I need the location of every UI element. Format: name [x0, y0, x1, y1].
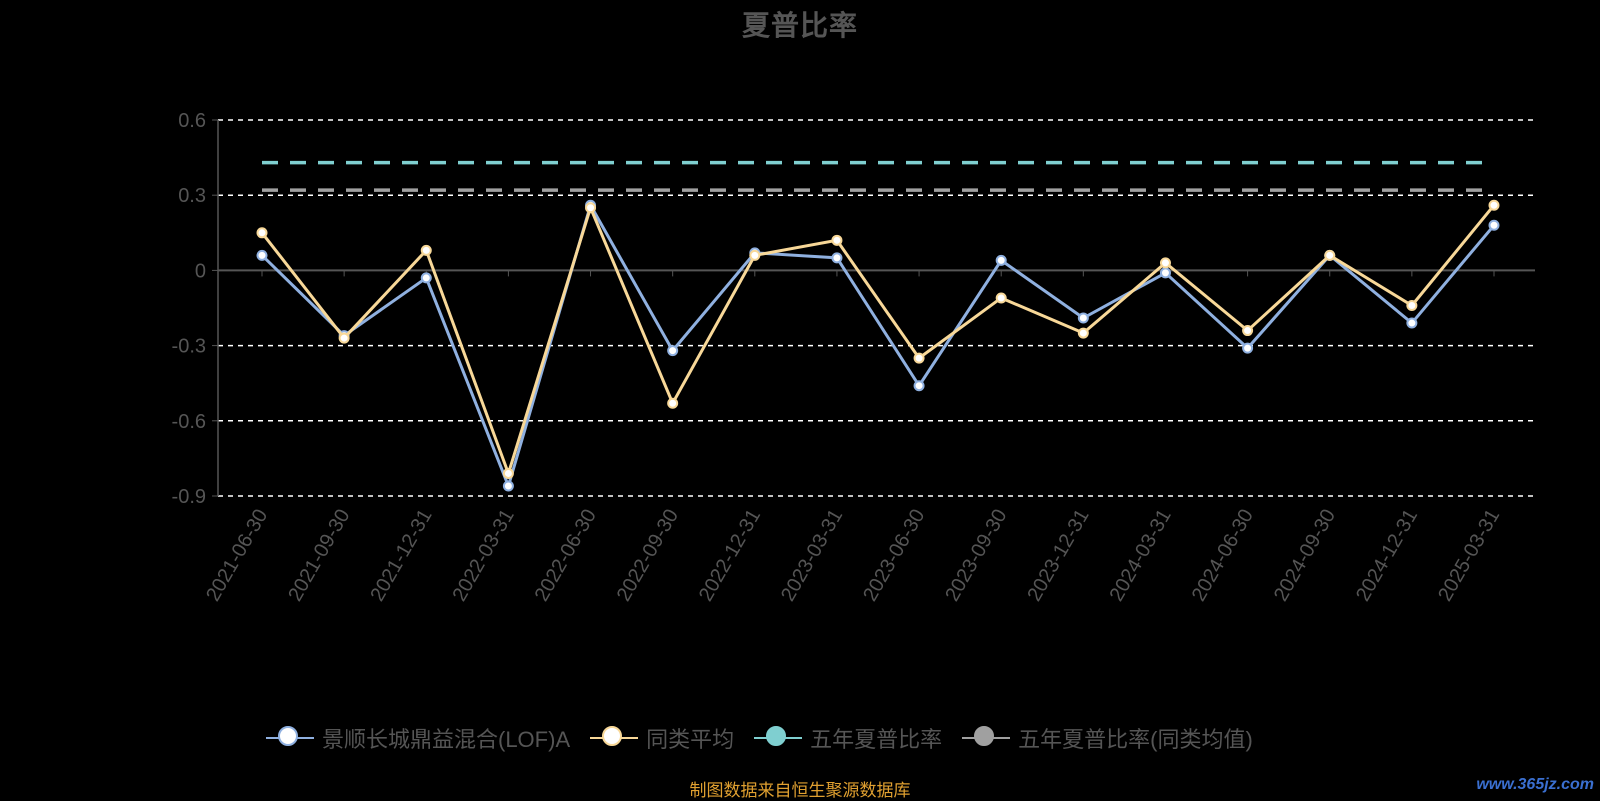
- data-point[interactable]: [1488, 219, 1500, 231]
- data-point[interactable]: [256, 249, 268, 261]
- series-line: [260, 201, 1496, 491]
- series-peer-average: [256, 199, 1500, 479]
- data-point[interactable]: [913, 352, 925, 364]
- chart-title: 夏普比率: [741, 10, 858, 41]
- x-tick-label: 2022-12-31: [695, 506, 765, 606]
- legend-marker-peer-average: [590, 726, 639, 750]
- data-point[interactable]: [1242, 342, 1254, 354]
- x-tick-label: 2021-09-30: [284, 506, 354, 606]
- legend-item-five-year-sharpe[interactable]: 五年夏普比率: [754, 722, 942, 754]
- legend-marker-five-year-sharpe-peer: [962, 726, 1011, 750]
- data-point[interactable]: [749, 249, 761, 261]
- chart-canvas: 0.6 0.3 0 -0.3 -0.6 -0.9 2021-06-30 2021-09-30…: [172, 110, 1535, 605]
- y-tick-label: -0.6: [172, 411, 206, 433]
- legend-label-five-year-sharpe-peer: 五年夏普比率(同类均值): [1018, 727, 1253, 752]
- legend-item-peer-average[interactable]: 同类平均: [590, 722, 734, 754]
- x-tick-label: 2023-12-31: [1023, 506, 1093, 606]
- data-point[interactable]: [502, 467, 514, 479]
- data-point[interactable]: [1077, 327, 1089, 339]
- data-point[interactable]: [1406, 299, 1418, 311]
- legend-marker-five-year-sharpe: [754, 726, 803, 750]
- data-point[interactable]: [1077, 312, 1089, 324]
- axis-layer: [212, 119, 1535, 497]
- data-point[interactable]: [1159, 257, 1171, 269]
- x-tick-label: 2022-03-31: [449, 506, 519, 606]
- x-tick-label: 2024-12-31: [1352, 506, 1422, 606]
- data-point[interactable]: [995, 254, 1007, 266]
- x-tick-label: 2022-09-30: [613, 506, 683, 606]
- data-point[interactable]: [1324, 249, 1336, 261]
- data-point[interactable]: [995, 292, 1007, 304]
- x-tick-label: 2023-09-30: [941, 505, 1011, 605]
- legend-marker-fund: [266, 726, 314, 750]
- data-point[interactable]: [667, 397, 679, 409]
- data-point[interactable]: [913, 380, 925, 392]
- x-tick-label: 2023-06-30: [859, 506, 929, 606]
- x-tick-label: 2021-06-30: [202, 506, 272, 606]
- data-point[interactable]: [420, 244, 432, 256]
- legend-label-peer-average: 同类平均: [646, 727, 735, 752]
- y-tick-labels: 0.6 0.3 0 -0.3 -0.6 -0.9: [172, 110, 206, 508]
- legend-item-fund[interactable]: 景顺长城鼎益混合(LOF)A: [266, 722, 570, 754]
- y-tick-label: -0.9: [172, 486, 206, 508]
- series-layer: [256, 160, 1500, 492]
- data-point[interactable]: [1488, 199, 1500, 211]
- legend-item-five-year-sharpe-peer[interactable]: 五年夏普比率(同类均值): [962, 722, 1253, 754]
- data-point[interactable]: [256, 227, 268, 239]
- y-tick-label: 0.3: [178, 185, 206, 207]
- y-tick-label: 0: [195, 260, 206, 282]
- legend-label-fund: 景顺长城鼎益混合(LOF)A: [322, 727, 571, 752]
- x-tick-label: 2024-03-31: [1106, 506, 1176, 606]
- watermark: www.365jz.com: [1476, 776, 1594, 793]
- y-tick-label: 0.6: [178, 110, 206, 132]
- data-point[interactable]: [667, 345, 679, 357]
- legend: 景顺长城鼎益混合(LOF)A 同类平均 五年夏普比率 五年夏普比率(同类均值): [266, 722, 1253, 754]
- x-tick-label: 2022-06-30: [531, 506, 601, 606]
- x-tick-label: 2024-09-30: [1270, 506, 1340, 606]
- grid-layer: [218, 119, 1535, 497]
- x-tick-label: 2024-06-30: [1188, 506, 1258, 606]
- data-point[interactable]: [1159, 267, 1171, 279]
- data-point[interactable]: [502, 480, 514, 492]
- data-point[interactable]: [585, 202, 597, 214]
- data-point[interactable]: [1242, 325, 1254, 337]
- data-point[interactable]: [831, 234, 843, 246]
- legend-label-five-year-sharpe: 五年夏普比率: [810, 727, 943, 752]
- series-line: [260, 203, 1496, 479]
- data-point[interactable]: [1406, 317, 1418, 329]
- x-tick-label: 2021-12-31: [366, 506, 436, 606]
- y-tick-label: -0.3: [172, 336, 206, 358]
- x-tick-labels: 2021-06-30 2021-09-30 2021-12-31 2022-03-31…: [202, 505, 1504, 605]
- x-tick-label: 2025-03-31: [1434, 506, 1504, 606]
- series-fund: [256, 199, 1500, 492]
- x-tick-label: 2023-03-31: [777, 506, 847, 606]
- data-point[interactable]: [338, 332, 350, 344]
- data-point[interactable]: [831, 252, 843, 264]
- source-note: 制图数据来自恒生聚源数据库: [689, 781, 911, 800]
- data-point[interactable]: [420, 272, 432, 284]
